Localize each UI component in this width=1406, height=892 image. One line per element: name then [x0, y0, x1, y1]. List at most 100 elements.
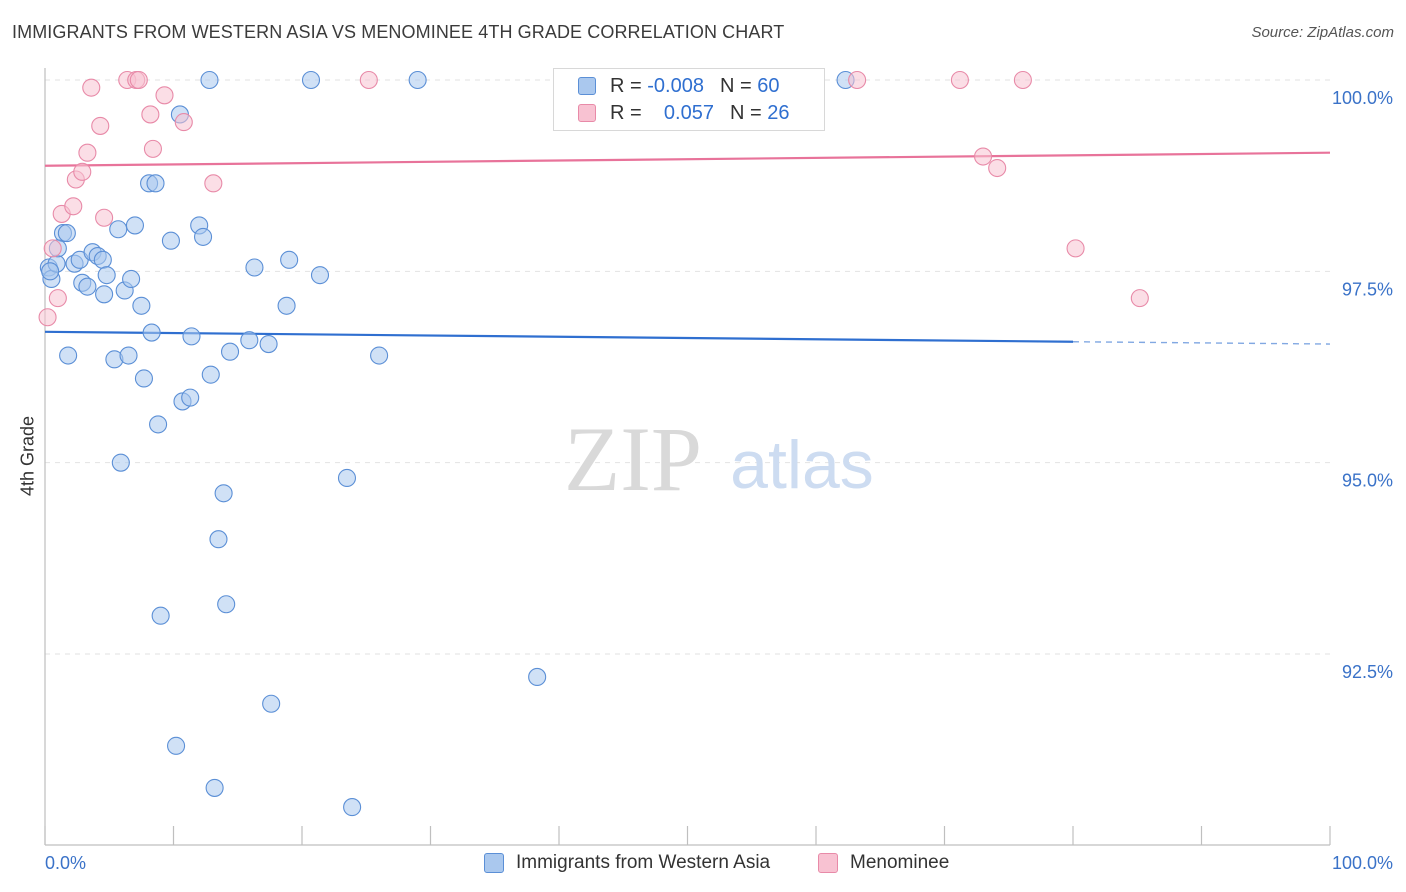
point-western-asia: [245, 258, 264, 277]
point-western-asia: [277, 296, 296, 315]
point-western-asia: [93, 250, 112, 269]
point-western-asia: [57, 224, 76, 243]
x-tick-label: 100.0%: [1332, 853, 1393, 873]
n-value: 26: [767, 101, 790, 124]
point-western-asia: [217, 595, 236, 614]
point-western-asia: [200, 70, 219, 90]
data-points: [38, 70, 1149, 817]
legend-label: Immigrants from Western Asia: [516, 852, 771, 873]
point-western-asia: [262, 694, 281, 713]
point-western-asia: [337, 468, 357, 488]
point-western-asia: [194, 227, 213, 246]
blue-swatch-icon: [484, 853, 504, 873]
legend-item-menominee[interactable]: Menominee: [818, 852, 949, 874]
point-western-asia: [201, 365, 220, 384]
point-menominee: [204, 174, 223, 193]
point-western-asia: [214, 484, 233, 503]
n-label: N =: [729, 101, 762, 124]
blue-swatch-icon: [578, 77, 596, 95]
point-menominee: [1066, 239, 1085, 258]
trend-line-western-asia-extension: [1072, 341, 1331, 345]
point-western-asia: [151, 606, 170, 625]
point-western-asia: [142, 323, 161, 342]
x-tick-labels: 0.0% 100.0%: [45, 853, 1393, 873]
trend-lines: [44, 151, 1331, 345]
watermark-atlas: atlas: [730, 427, 874, 503]
point-menominee: [91, 116, 110, 135]
stats-legend: R = -0.008 N = 60 R = 0.057 N = 26: [553, 68, 825, 131]
point-western-asia: [205, 778, 224, 797]
y-tick-label: 95.0%: [1342, 471, 1393, 491]
legend-label: Menominee: [850, 852, 950, 873]
point-menominee: [848, 70, 867, 90]
point-western-asia: [301, 70, 321, 90]
point-menominee: [78, 143, 97, 162]
point-menominee: [359, 70, 378, 90]
point-western-asia: [280, 250, 299, 269]
point-menominee: [174, 113, 193, 132]
point-menominee: [64, 197, 83, 216]
x-tick-label: 0.0%: [45, 853, 86, 873]
point-western-asia: [240, 331, 259, 350]
point-menominee: [973, 147, 993, 166]
watermark-zip: ZIP: [564, 408, 702, 510]
point-western-asia: [259, 334, 278, 354]
pink-swatch-icon: [578, 104, 596, 122]
axes: [44, 68, 1331, 846]
r-label: R =: [610, 74, 642, 97]
y-tick-label: 97.5%: [1342, 279, 1393, 299]
stats-legend-row-blue: R = -0.008 N = 60: [578, 74, 779, 98]
point-western-asia: [310, 266, 330, 285]
point-western-asia: [161, 231, 180, 250]
point-menominee: [988, 158, 1007, 178]
stats-legend-row-pink: R = 0.057 N = 26: [578, 101, 789, 125]
point-western-asia: [408, 70, 427, 90]
gridlines: [45, 79, 1330, 655]
point-western-asia: [209, 530, 228, 549]
point-menominee: [143, 139, 162, 158]
point-western-asia: [119, 346, 138, 365]
point-menominee: [48, 289, 67, 308]
point-menominee: [95, 208, 114, 227]
point-western-asia: [132, 296, 151, 315]
point-western-asia: [181, 388, 200, 407]
r-value: 0.057: [663, 101, 714, 124]
point-western-asia: [78, 277, 97, 296]
point-menominee: [155, 86, 174, 105]
point-western-asia: [59, 346, 78, 365]
n-label: N =: [719, 74, 752, 97]
point-western-asia: [343, 798, 362, 817]
r-label: R =: [610, 101, 642, 124]
source-label[interactable]: Source: ZipAtlas.com: [1251, 24, 1394, 41]
point-western-asia: [182, 327, 201, 346]
point-menominee: [82, 78, 101, 97]
point-western-asia: [111, 453, 130, 472]
point-western-asia: [134, 369, 153, 388]
point-menominee: [950, 70, 969, 90]
point-western-asia: [528, 667, 547, 687]
y-tick-labels: 100.0% 97.5% 95.0% 92.5%: [1332, 88, 1393, 682]
trend-line-menominee: [44, 151, 1331, 167]
point-menominee: [38, 308, 57, 327]
point-western-asia: [220, 342, 240, 361]
r-value: -0.008: [647, 74, 704, 97]
point-western-asia: [146, 174, 165, 193]
point-western-asia: [167, 736, 186, 755]
point-western-asia: [97, 266, 116, 285]
point-western-asia: [370, 346, 389, 365]
legend-item-western-asia[interactable]: Immigrants from Western Asia: [484, 852, 770, 874]
y-tick-label: 92.5%: [1342, 662, 1393, 682]
point-western-asia: [122, 269, 141, 289]
point-western-asia: [41, 262, 60, 281]
watermark: ZIP atlas: [564, 408, 874, 510]
point-menominee: [43, 239, 62, 258]
pink-swatch-icon: [818, 853, 838, 873]
n-value: 60: [757, 74, 780, 97]
point-menominee: [1130, 289, 1149, 308]
point-western-asia: [149, 415, 168, 434]
point-western-asia: [125, 216, 144, 235]
trend-line-western-asia: [44, 330, 1074, 343]
chart-title: IMMIGRANTS FROM WESTERN ASIA VS MENOMINE…: [12, 22, 785, 42]
point-menominee: [1013, 70, 1032, 90]
